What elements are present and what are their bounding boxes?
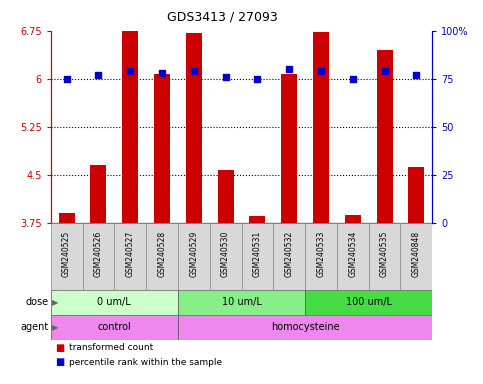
Text: dose: dose xyxy=(25,297,48,308)
Bar xyxy=(154,74,170,223)
Text: GSM240532: GSM240532 xyxy=(284,231,294,277)
Point xyxy=(127,68,134,74)
Text: GSM240529: GSM240529 xyxy=(189,231,199,277)
Text: ■: ■ xyxy=(56,343,65,353)
Bar xyxy=(409,167,425,223)
Point xyxy=(190,68,198,74)
Text: GSM240525: GSM240525 xyxy=(62,231,71,277)
Bar xyxy=(178,290,305,315)
Text: ▶: ▶ xyxy=(52,323,58,332)
Bar xyxy=(51,290,178,315)
Text: GSM240530: GSM240530 xyxy=(221,231,230,277)
Bar xyxy=(305,290,432,315)
Text: GSM240528: GSM240528 xyxy=(157,231,167,277)
Text: GSM240535: GSM240535 xyxy=(380,231,389,277)
Bar xyxy=(178,315,432,340)
Point xyxy=(381,68,388,74)
Text: GSM240531: GSM240531 xyxy=(253,231,262,277)
Bar xyxy=(90,165,106,223)
Bar xyxy=(345,215,361,223)
Text: 10 um/L: 10 um/L xyxy=(222,297,261,308)
Point xyxy=(285,66,293,72)
Point xyxy=(222,74,229,80)
Point xyxy=(412,72,420,78)
Text: homocysteine: homocysteine xyxy=(271,322,340,333)
Text: ▶: ▶ xyxy=(52,298,58,307)
Bar xyxy=(114,223,146,290)
Bar xyxy=(377,50,393,223)
Bar xyxy=(313,32,329,223)
Text: GDS3413 / 27093: GDS3413 / 27093 xyxy=(167,10,278,23)
Bar xyxy=(122,31,138,223)
Bar xyxy=(218,170,234,223)
Text: 100 um/L: 100 um/L xyxy=(346,297,392,308)
Bar xyxy=(281,74,297,223)
Point xyxy=(349,76,356,82)
Text: agent: agent xyxy=(20,322,48,333)
Text: GSM240527: GSM240527 xyxy=(126,231,135,277)
Text: GSM240533: GSM240533 xyxy=(316,231,326,277)
Bar xyxy=(210,223,242,290)
Bar xyxy=(369,223,400,290)
Point xyxy=(254,76,261,82)
Bar xyxy=(178,223,210,290)
Bar xyxy=(337,223,369,290)
Bar xyxy=(249,216,265,223)
Bar xyxy=(58,213,74,223)
Point xyxy=(317,68,325,74)
Text: GSM240526: GSM240526 xyxy=(94,231,103,277)
Text: control: control xyxy=(98,322,131,333)
Point xyxy=(95,72,102,78)
Bar xyxy=(242,223,273,290)
Bar xyxy=(305,223,337,290)
Bar xyxy=(146,223,178,290)
Text: transformed count: transformed count xyxy=(69,343,153,353)
Text: ■: ■ xyxy=(56,357,65,367)
Point xyxy=(158,70,166,76)
Text: GSM240534: GSM240534 xyxy=(348,231,357,277)
Text: GSM240848: GSM240848 xyxy=(412,231,421,277)
Text: percentile rank within the sample: percentile rank within the sample xyxy=(69,358,222,367)
Point xyxy=(63,76,71,82)
Text: 0 um/L: 0 um/L xyxy=(98,297,131,308)
Bar xyxy=(83,223,114,290)
Bar xyxy=(51,223,83,290)
Bar xyxy=(400,223,432,290)
Bar xyxy=(186,33,202,223)
Bar xyxy=(273,223,305,290)
Bar xyxy=(51,315,178,340)
